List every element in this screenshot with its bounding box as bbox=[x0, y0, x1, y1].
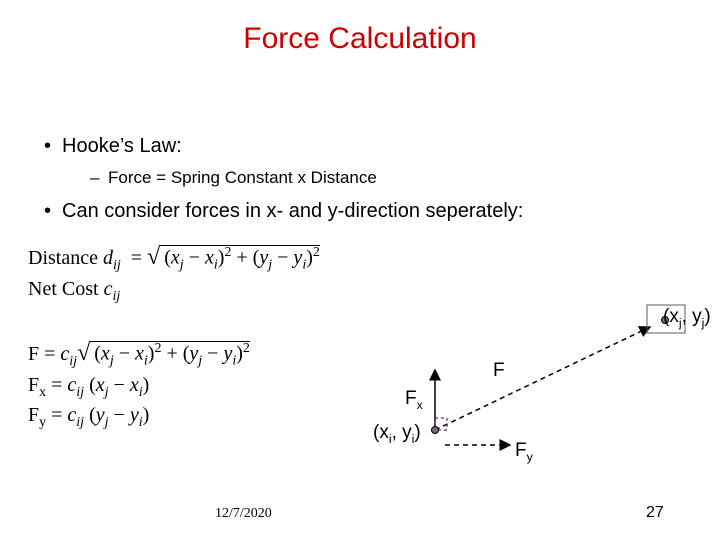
footer-page-number: 27 bbox=[646, 504, 664, 522]
node-i bbox=[432, 427, 439, 434]
bullet-dash: – bbox=[90, 168, 108, 188]
footer-date: 12/7/2020 bbox=[215, 506, 272, 522]
label-Fy: Fy bbox=[515, 440, 533, 464]
bullet-dot-2: • bbox=[44, 200, 62, 223]
formula-Fy: Fy = cij (yj − yi) bbox=[28, 404, 149, 431]
pj-x-sub: j bbox=[679, 316, 682, 330]
slide: Force Calculation •Hooke’s Law: –Force =… bbox=[0, 0, 720, 540]
bullet-dot: • bbox=[44, 135, 62, 158]
formula-netcost-label: Net Cost bbox=[28, 278, 104, 300]
formula-Fx: Fx = cij (xj − xi) bbox=[28, 374, 149, 401]
pj-x: x bbox=[669, 306, 679, 327]
bullet-consider: •Can consider forces in x- and y-directi… bbox=[44, 200, 523, 223]
pi-x-sub: i bbox=[389, 432, 392, 446]
label-point-j: (xj, yj) bbox=[663, 306, 711, 330]
bullet-consider-text: Can consider forces in x- and y-directio… bbox=[62, 200, 523, 222]
formula-distance: Distance dij = √(xj − xi)2 + (yj − yi)2 bbox=[28, 244, 320, 274]
Fy-sub: y bbox=[527, 450, 533, 464]
pj-y: y bbox=[692, 306, 702, 327]
formula-distance-label: Distance bbox=[28, 247, 103, 269]
pi-x: x bbox=[379, 422, 389, 443]
bullet-spring-text: Force = Spring Constant x Distance bbox=[108, 168, 377, 187]
formula-F: F = cij√(xj − xi)2 + (yj − yi)2 bbox=[28, 340, 250, 370]
label-Fx: Fx bbox=[405, 388, 423, 412]
pi-y: y bbox=[402, 422, 412, 443]
label-point-i: (xi, yi) bbox=[373, 422, 421, 446]
label-F: F bbox=[493, 360, 505, 382]
bullet-hookes: •Hooke’s Law: bbox=[44, 135, 182, 158]
Fx-sub: x bbox=[417, 398, 423, 412]
pi-y-sub: i bbox=[412, 432, 415, 446]
Fx-text: F bbox=[405, 388, 417, 409]
Fy-text: F bbox=[515, 440, 527, 461]
dashed-line-F bbox=[435, 327, 650, 430]
bullet-spring: –Force = Spring Constant x Distance bbox=[90, 168, 377, 188]
F-text: F bbox=[493, 360, 505, 381]
pj-y-sub: j bbox=[702, 316, 705, 330]
slide-title: Force Calculation bbox=[0, 22, 720, 56]
force-diagram bbox=[350, 300, 710, 500]
bullet-hookes-text: Hooke’s Law: bbox=[62, 135, 182, 157]
formula-netcost: Net Cost cij bbox=[28, 278, 120, 305]
